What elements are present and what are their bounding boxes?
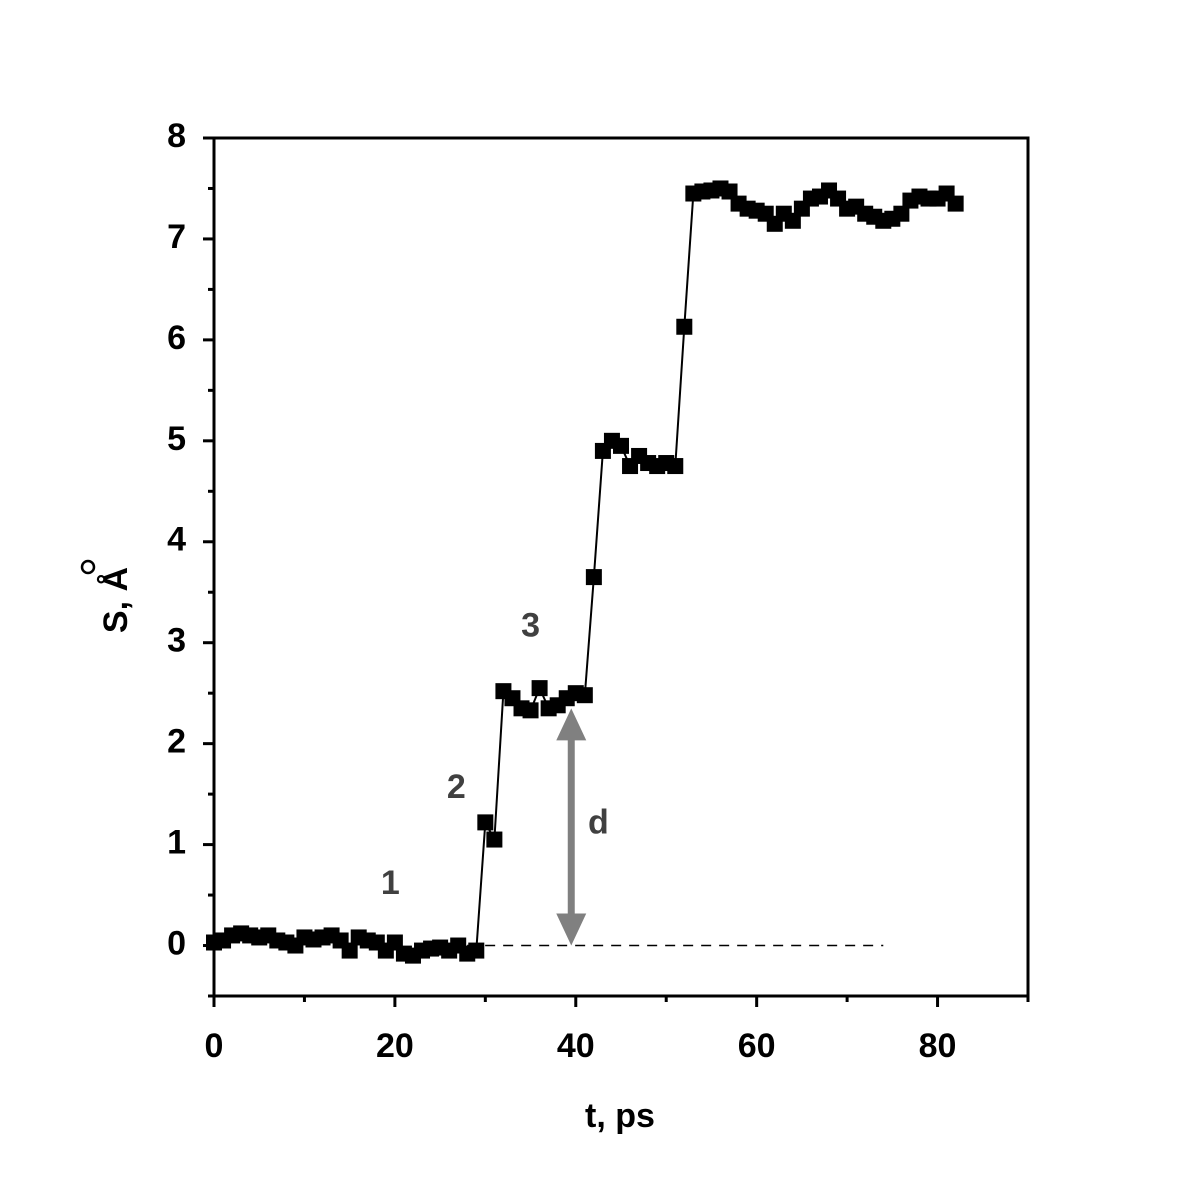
x-tick-label: 80 bbox=[919, 1027, 957, 1065]
data-point bbox=[947, 195, 964, 212]
data-point bbox=[486, 831, 503, 848]
data-point bbox=[585, 569, 602, 586]
data-point bbox=[468, 942, 485, 959]
data-line bbox=[213, 187, 957, 957]
data-point bbox=[721, 183, 738, 200]
y-tick-label: 5 bbox=[167, 420, 186, 458]
annotation: 1 bbox=[381, 864, 400, 902]
data-point bbox=[341, 942, 358, 959]
x-axis-label: t, ps bbox=[585, 1097, 655, 1135]
y-tick-label: 2 bbox=[167, 723, 186, 761]
data-point bbox=[477, 814, 494, 831]
angstrom-ring bbox=[80, 559, 96, 575]
arrow-head bbox=[556, 913, 587, 946]
data-point bbox=[613, 437, 629, 454]
y-tick-label: 3 bbox=[167, 622, 186, 660]
y-tick-label: 7 bbox=[167, 218, 186, 256]
data-point bbox=[522, 702, 539, 719]
x-tick-label: 0 bbox=[205, 1027, 224, 1065]
data-point bbox=[893, 205, 910, 222]
x-tick-label: 40 bbox=[557, 1027, 595, 1065]
annotation: 2 bbox=[447, 768, 466, 806]
y-tick-label: 0 bbox=[167, 925, 186, 963]
y-axis-label: S, Å bbox=[97, 567, 135, 633]
y-tick-label: 6 bbox=[167, 319, 186, 357]
data-point bbox=[676, 318, 693, 335]
x-tick-label: 20 bbox=[376, 1027, 414, 1065]
plot-frame bbox=[212, 136, 1030, 998]
x-tick-label: 60 bbox=[738, 1027, 776, 1065]
data-point bbox=[784, 212, 801, 229]
y-tick-label: 1 bbox=[167, 824, 186, 862]
data-point bbox=[667, 458, 684, 475]
annotation: 3 bbox=[521, 607, 540, 645]
data-point bbox=[531, 680, 548, 697]
data-point bbox=[576, 687, 593, 704]
y-tick-label: 4 bbox=[167, 521, 186, 559]
arrow-head bbox=[556, 708, 587, 741]
y-tick-label: 8 bbox=[167, 117, 186, 155]
annotation: d bbox=[588, 803, 609, 841]
